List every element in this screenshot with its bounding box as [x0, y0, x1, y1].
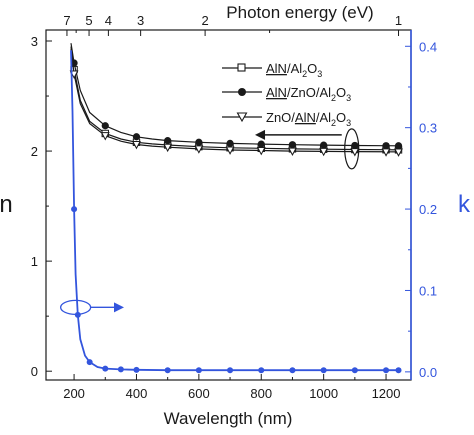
data-point-k — [117, 366, 124, 373]
data-point-k — [227, 367, 234, 374]
data-point-k — [320, 367, 327, 374]
legend-underlined: AlN — [266, 61, 287, 76]
data-point-zno-aln-al2o3 — [381, 148, 391, 157]
legend-label-aln-al2o3: AlN/Al2O3 — [266, 61, 322, 79]
y-left-tick-label: 3 — [31, 34, 38, 49]
data-point-zno-aln-al2o3 — [132, 140, 141, 150]
legend-marker-circle — [238, 88, 246, 96]
top-axis-title: Photon energy (eV) — [226, 3, 373, 22]
n-series-ellipse — [344, 128, 360, 170]
top-tick-label: 7 — [63, 13, 70, 28]
data-point-zno-aln-al2o3 — [319, 147, 329, 157]
data-point-aln-zno-al2o3 — [351, 141, 359, 150]
y-right-tick-label: 0.0 — [419, 365, 437, 380]
data-point-zno-aln-al2o3 — [394, 148, 403, 157]
x-axis-title: Wavelength (nm) — [164, 409, 293, 428]
y-right-axis-title: k — [458, 191, 471, 218]
legend-marker-square — [237, 63, 246, 72]
axis-ticks: 200 400 600 800 1000 1200 7 5 4 3 2 1 0 1 2 3 0.0 0.1 0.2 0… — [31, 13, 437, 401]
data-point-k — [351, 367, 358, 374]
data-point-zno-aln-al2o3 — [256, 147, 266, 156]
k-arrow-head — [113, 302, 124, 313]
data-point-k — [133, 366, 140, 373]
y-left-tick-label: 1 — [31, 254, 38, 269]
x-tick-label: 600 — [188, 386, 210, 401]
data-point-k — [258, 367, 265, 374]
data-point-zno-aln-al2o3 — [194, 145, 204, 154]
legend-label-aln-zno-al2o3: AlN/ZnO/Al2O3 — [266, 85, 351, 103]
legend-underlined: AlN — [295, 110, 316, 125]
data-point-k — [71, 206, 78, 213]
annotations — [59, 128, 360, 316]
data-point-k — [86, 359, 93, 366]
data-point-aln-zno-al2o3 — [288, 141, 297, 149]
data-point-k — [102, 365, 109, 372]
data-point-k — [289, 367, 296, 374]
y-right-tick-label: 0.2 — [419, 202, 437, 217]
series-layer — [69, 43, 403, 374]
data-point-k — [383, 367, 390, 374]
k-series-ellipse — [59, 299, 92, 316]
top-tick-label: 3 — [137, 13, 144, 28]
y-right-tick-label: 0.3 — [419, 121, 437, 136]
top-tick-label: 1 — [395, 13, 402, 28]
data-point-zno-aln-al2o3 — [100, 132, 110, 141]
data-point-zno-aln-al2o3 — [350, 148, 360, 157]
legend-label-zno-aln-al2o3: ZnO/AlN/Al2O3 — [266, 110, 351, 128]
data-point-zno-aln-al2o3 — [163, 143, 173, 153]
x-tick-label: 200 — [63, 386, 85, 401]
data-point-aln-zno-al2o3 — [257, 140, 265, 148]
n-arrow-head — [255, 129, 266, 140]
data-point-k — [164, 367, 171, 374]
data-point-aln-zno-al2o3 — [382, 142, 390, 150]
top-tick-label: 2 — [201, 13, 208, 28]
data-point-k — [195, 367, 202, 374]
top-tick-label: 5 — [85, 13, 92, 28]
legend: AlN/Al2O3 AlN/ZnO/Al2O3 ZnO/AlN/Al2O3 — [222, 61, 351, 128]
plot-frame — [45, 29, 412, 381]
top-tick-label: 4 — [105, 13, 112, 28]
legend-marker-triangle — [236, 112, 248, 123]
data-point-aln-zno-al2o3 — [101, 122, 109, 130]
data-point-zno-aln-al2o3 — [225, 146, 235, 155]
y-left-axis-title: n — [0, 191, 13, 218]
data-point-aln-zno-al2o3 — [132, 133, 141, 141]
x-tick-label: 1000 — [309, 386, 338, 401]
legend-subscript: 2 — [302, 69, 307, 79]
data-point-aln-zno-al2o3 — [320, 141, 328, 149]
data-point-aln-zno-al2o3 — [164, 137, 172, 145]
data-point-k — [395, 367, 402, 374]
legend-underlined: AlN — [266, 85, 287, 100]
x-tick-label: 1200 — [372, 386, 401, 401]
y-right-tick-label: 0.1 — [419, 283, 437, 298]
data-point-zno-aln-al2o3 — [288, 147, 297, 156]
y-left-tick-label: 2 — [31, 144, 38, 159]
data-point-aln-zno-al2o3 — [394, 142, 403, 150]
x-tick-label: 400 — [126, 386, 148, 401]
x-tick-label: 800 — [250, 386, 272, 401]
data-point-aln-zno-al2o3 — [226, 139, 234, 147]
y-left-tick-label: 0 — [31, 364, 38, 379]
data-point-aln-zno-al2o3 — [195, 138, 203, 146]
y-right-tick-label: 0.4 — [419, 39, 437, 54]
